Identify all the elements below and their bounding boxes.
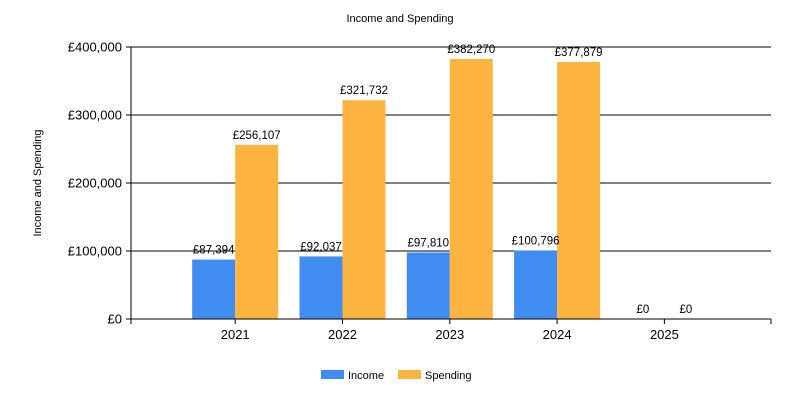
data-labels: £87,394 £256,107 £92,037 £321,732 £97,810 £38… [193,44,692,316]
data-label: £382,270 [447,44,495,56]
legend: Income Spending [321,370,472,382]
bar-spending [342,100,386,320]
y-tick-label: £400,000 [68,40,122,55]
x-tick-label: 2025 [650,327,679,342]
y-tick-label: £200,000 [68,176,122,191]
bar-income [192,259,236,319]
x-tick-label: 2022 [328,327,357,342]
bar-spending [449,59,493,320]
data-label: £0 [637,304,650,316]
bar-income [406,252,450,319]
legend-swatch-income [321,370,344,379]
data-label: £87,394 [193,245,235,257]
legend-label-income: Income [348,370,384,382]
legend-swatch-spending [398,370,421,379]
x-tick-label: 2024 [543,327,572,342]
data-label: £321,732 [340,85,388,97]
y-tick-label: £100,000 [68,244,122,259]
bar-income [299,256,343,319]
y-tick-label: £0 [108,312,122,327]
x-tick-label: 2023 [435,327,464,342]
bar-income [514,250,558,319]
x-tick-label: 2021 [221,327,250,342]
axes: £0 £100,000 £200,000 £300,000 £400,000 2021 20… [68,40,772,342]
legend-label-spending: Spending [425,370,472,382]
data-label: £92,037 [300,241,342,253]
y-tick-label: £300,000 [68,108,122,123]
bars [192,59,601,320]
data-label: £97,810 [408,237,450,249]
bar-spending [235,144,279,319]
chart-title: Income and Spending [346,13,453,25]
data-label: £256,107 [233,130,281,142]
data-label: £377,879 [555,47,603,59]
data-label: £100,796 [512,235,560,247]
data-label: £0 [680,304,693,316]
y-axis-label: Income and Spending [32,129,44,236]
bar-spending [557,62,601,320]
